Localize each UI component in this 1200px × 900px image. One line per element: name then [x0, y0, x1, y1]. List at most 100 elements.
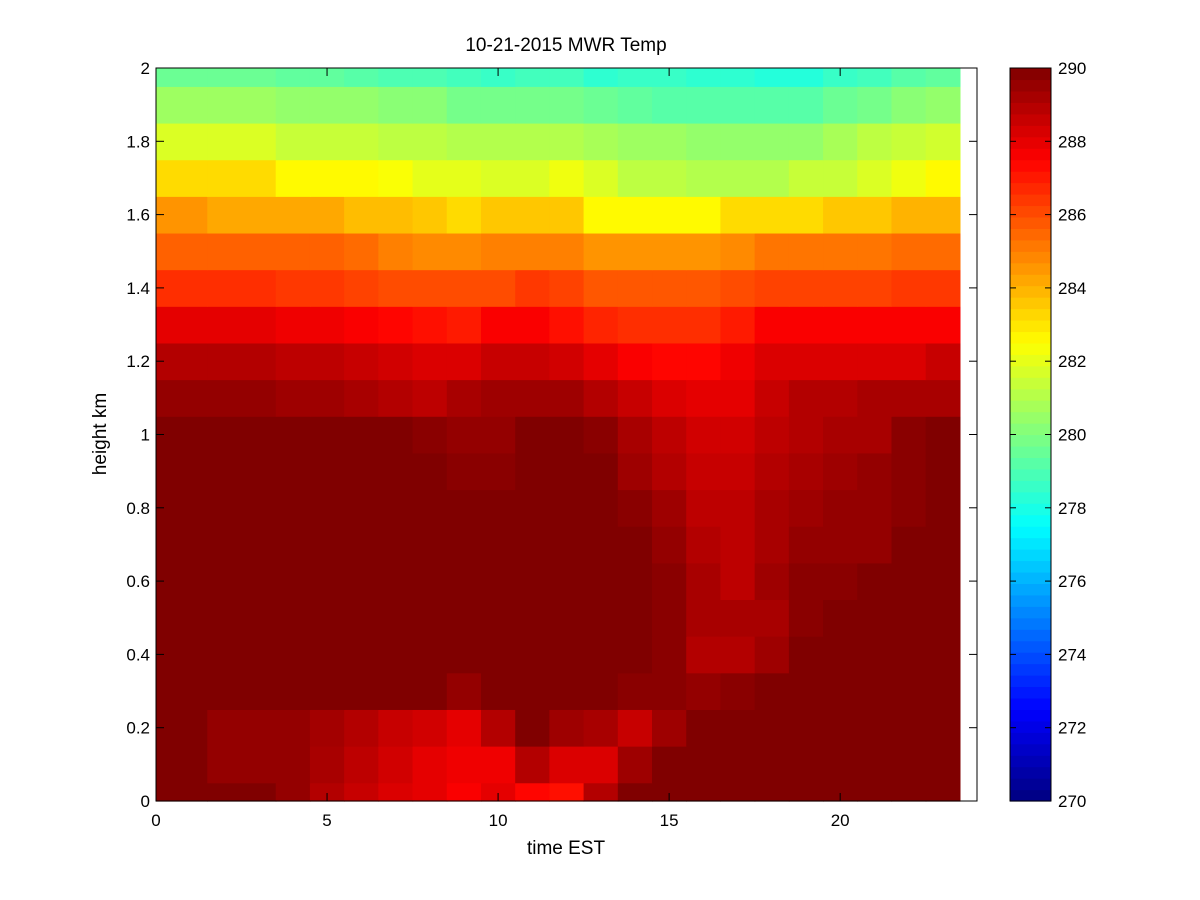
heatmap-cell — [617, 526, 653, 564]
heatmap-cell — [309, 232, 345, 271]
heatmap-cell — [549, 709, 585, 747]
heatmap-cell — [207, 562, 277, 601]
heatmap-cell — [857, 672, 893, 710]
heatmap-cell — [378, 306, 414, 344]
heatmap-cell — [823, 379, 858, 417]
heatmap-cell — [515, 782, 550, 802]
colorbar-segment — [1010, 732, 1051, 745]
heatmap-cell — [652, 636, 687, 674]
heatmap-cell — [583, 672, 619, 710]
heatmap-cell — [309, 636, 345, 674]
heatmap-cell — [583, 416, 619, 454]
heatmap-cell — [412, 379, 448, 417]
heatmap-cell — [207, 452, 277, 491]
heatmap-cell — [207, 122, 277, 161]
colorbar-segment — [1010, 583, 1051, 596]
heatmap-cell — [754, 196, 790, 234]
heatmap-cell — [480, 122, 516, 161]
colorbar-segment — [1010, 90, 1051, 103]
heatmap-cell — [378, 159, 414, 197]
colorbar-tick-label: 288 — [1058, 132, 1086, 151]
heatmap-cell — [207, 269, 277, 307]
heatmap-cell — [720, 342, 756, 381]
heatmap-cell — [156, 306, 208, 344]
colorbar-segment — [1010, 205, 1051, 218]
heatmap-cell — [788, 709, 824, 747]
heatmap-cell — [515, 342, 550, 381]
heatmap-cell — [720, 196, 756, 234]
heatmap-cell — [891, 599, 927, 637]
heatmap-cell — [480, 86, 516, 124]
heatmap-cell — [480, 269, 516, 307]
heatmap-cell — [788, 232, 824, 271]
colorbar-segment — [1010, 526, 1051, 539]
heatmap-cell — [583, 86, 619, 124]
heatmap-cell — [515, 746, 550, 784]
heatmap-cell — [686, 746, 722, 784]
heatmap-cell — [378, 562, 414, 601]
heatmap-cell — [309, 526, 345, 564]
heatmap-cell — [652, 489, 687, 527]
y-axis-ticks: 0 0.2 0.4 0.6 0.8 1 1.2 1.4 1.6 1.8 2 — [126, 59, 977, 811]
heatmap-cell — [925, 782, 961, 802]
heatmap-cell — [925, 746, 961, 784]
heatmap-cell — [156, 269, 208, 307]
heatmap-cell — [823, 746, 858, 784]
heatmap-cell — [754, 489, 790, 527]
heatmap-cell — [583, 562, 619, 601]
heatmap-cell — [480, 232, 516, 271]
heatmap-cell — [156, 599, 208, 637]
heatmap-cell — [686, 86, 722, 124]
colorbar-segment — [1010, 159, 1051, 172]
heatmap-cell — [891, 416, 927, 454]
heatmap-cell — [823, 526, 858, 564]
heatmap-cell — [583, 636, 619, 674]
heatmap-cell — [207, 526, 277, 564]
heatmap-cell — [754, 452, 790, 491]
heatmap-cell — [788, 452, 824, 491]
heatmap-cell — [925, 672, 961, 710]
heatmap-cell — [378, 232, 414, 271]
heatmap-cell — [754, 379, 790, 417]
heatmap-cell — [549, 68, 585, 87]
heatmap-cell — [686, 636, 722, 674]
heatmap-cell — [378, 746, 414, 784]
heatmap-cell — [515, 489, 550, 527]
colorbar-segment — [1010, 308, 1051, 321]
heatmap-cell — [788, 306, 824, 344]
heatmap-cell — [891, 122, 927, 161]
colorbar-tick-label: 286 — [1058, 206, 1086, 225]
heatmap-cell — [925, 379, 961, 417]
heatmap-cell — [823, 306, 858, 344]
heatmap-cell — [156, 452, 208, 491]
colorbar-segment — [1010, 113, 1051, 126]
heatmap-cell — [617, 489, 653, 527]
heatmap-cell — [378, 86, 414, 124]
heatmap-cell — [412, 269, 448, 307]
heatmap-cell — [275, 709, 311, 747]
heatmap-cell — [583, 306, 619, 344]
heatmap-cell — [309, 599, 345, 637]
heatmap-cell — [412, 416, 448, 454]
heatmap-cell — [515, 452, 550, 491]
colorbar-segment — [1010, 411, 1051, 424]
colorbar-segment — [1010, 400, 1051, 413]
heatmap-cell — [156, 782, 208, 802]
y-tick-label: 0.4 — [126, 645, 150, 664]
heatmap-cell — [652, 452, 687, 491]
heatmap-cell — [446, 306, 482, 344]
heatmap-cell — [412, 342, 448, 381]
heatmap-cell — [720, 68, 756, 87]
y-tick-label: 0.6 — [126, 572, 150, 591]
colorbar-tick-label: 284 — [1058, 279, 1086, 298]
colorbar-segment — [1010, 549, 1051, 562]
heatmap-cell — [652, 68, 687, 87]
heatmap-cell — [156, 122, 208, 161]
colorbar-segment — [1010, 514, 1051, 527]
heatmap-cell — [412, 86, 448, 124]
y-tick-label: 1.6 — [126, 206, 150, 225]
heatmap-cell — [788, 636, 824, 674]
colorbar-segment — [1010, 503, 1051, 516]
heatmap-cell — [583, 709, 619, 747]
heatmap-cell — [156, 379, 208, 417]
